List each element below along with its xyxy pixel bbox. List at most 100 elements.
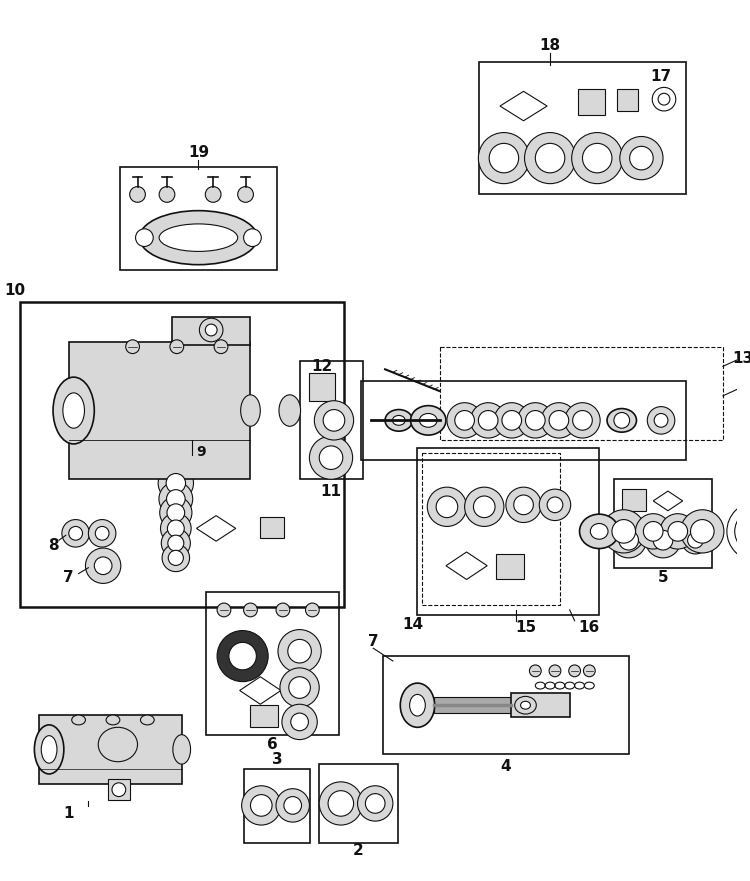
- Ellipse shape: [392, 416, 405, 426]
- Bar: [39, 715, 182, 784]
- Circle shape: [167, 520, 184, 537]
- Circle shape: [291, 713, 308, 730]
- Circle shape: [62, 520, 89, 547]
- Text: 1: 1: [64, 806, 74, 821]
- Circle shape: [502, 411, 521, 430]
- Circle shape: [568, 665, 580, 677]
- Circle shape: [620, 137, 663, 180]
- Bar: [260, 516, 284, 538]
- Circle shape: [310, 436, 352, 479]
- Text: 17: 17: [650, 69, 671, 84]
- Circle shape: [160, 513, 191, 544]
- Circle shape: [658, 93, 670, 105]
- Circle shape: [242, 786, 281, 825]
- Bar: [616, 89, 638, 111]
- Circle shape: [206, 324, 217, 336]
- Ellipse shape: [159, 224, 238, 251]
- Circle shape: [289, 677, 310, 699]
- Bar: [251, 705, 278, 727]
- Circle shape: [69, 527, 82, 540]
- Circle shape: [489, 144, 519, 173]
- Circle shape: [584, 665, 596, 677]
- Circle shape: [691, 520, 714, 544]
- Ellipse shape: [279, 395, 301, 426]
- Ellipse shape: [63, 393, 85, 428]
- Text: 8: 8: [48, 537, 58, 552]
- Circle shape: [549, 665, 561, 677]
- Circle shape: [436, 496, 457, 518]
- Text: 14: 14: [402, 618, 423, 633]
- Circle shape: [200, 318, 223, 342]
- Circle shape: [619, 530, 638, 550]
- Bar: [206, 592, 339, 735]
- Bar: [69, 342, 251, 479]
- Circle shape: [170, 340, 184, 353]
- Circle shape: [583, 144, 612, 173]
- Circle shape: [647, 407, 675, 434]
- Circle shape: [682, 527, 710, 554]
- Ellipse shape: [72, 715, 86, 725]
- Bar: [479, 62, 686, 195]
- Bar: [622, 489, 646, 511]
- Circle shape: [305, 603, 320, 617]
- Circle shape: [284, 796, 302, 814]
- Circle shape: [518, 403, 553, 438]
- Ellipse shape: [520, 701, 530, 709]
- Circle shape: [158, 465, 194, 501]
- Circle shape: [653, 530, 673, 550]
- Ellipse shape: [514, 696, 536, 714]
- Ellipse shape: [580, 515, 619, 549]
- Circle shape: [494, 403, 530, 438]
- Circle shape: [635, 514, 671, 549]
- Bar: [20, 302, 344, 607]
- Circle shape: [542, 403, 577, 438]
- Circle shape: [130, 187, 146, 203]
- Circle shape: [167, 504, 184, 522]
- Circle shape: [126, 340, 140, 353]
- Ellipse shape: [590, 523, 608, 539]
- Text: 4: 4: [500, 759, 512, 774]
- Text: 7: 7: [64, 570, 74, 585]
- Circle shape: [668, 522, 688, 541]
- Circle shape: [276, 603, 290, 617]
- Bar: [162, 442, 190, 478]
- Bar: [418, 448, 599, 615]
- Circle shape: [251, 795, 272, 816]
- Circle shape: [162, 544, 190, 572]
- Circle shape: [136, 229, 153, 247]
- Circle shape: [244, 603, 257, 617]
- Ellipse shape: [607, 409, 637, 433]
- Circle shape: [539, 489, 571, 521]
- Bar: [422, 453, 560, 605]
- Bar: [244, 769, 310, 843]
- Circle shape: [454, 411, 475, 430]
- Circle shape: [217, 603, 231, 617]
- Circle shape: [645, 522, 681, 558]
- Circle shape: [470, 403, 506, 438]
- Bar: [310, 374, 335, 401]
- Circle shape: [478, 411, 498, 430]
- Ellipse shape: [53, 377, 94, 444]
- Text: 7: 7: [368, 633, 379, 649]
- Ellipse shape: [385, 410, 412, 431]
- Bar: [108, 779, 130, 801]
- Text: 11: 11: [320, 484, 341, 499]
- Circle shape: [524, 132, 575, 183]
- Circle shape: [735, 510, 750, 553]
- Circle shape: [654, 413, 668, 427]
- Bar: [578, 89, 605, 115]
- Circle shape: [473, 496, 495, 518]
- Circle shape: [526, 411, 545, 430]
- Circle shape: [478, 132, 530, 183]
- Circle shape: [358, 786, 393, 821]
- Bar: [120, 167, 277, 270]
- Circle shape: [161, 529, 190, 558]
- Circle shape: [572, 132, 622, 183]
- Circle shape: [282, 704, 317, 739]
- Circle shape: [238, 187, 254, 203]
- Bar: [434, 698, 513, 713]
- Circle shape: [320, 446, 343, 470]
- Circle shape: [565, 403, 600, 438]
- Text: 12: 12: [311, 359, 333, 374]
- Ellipse shape: [410, 405, 446, 435]
